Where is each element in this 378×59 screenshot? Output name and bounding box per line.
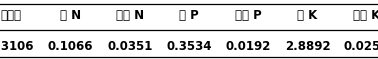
Text: 0.1066: 0.1066 — [48, 40, 93, 53]
Text: 有效 P: 有效 P — [235, 9, 262, 22]
Text: 全 N: 全 N — [60, 9, 81, 22]
Text: 速效 K: 速效 K — [353, 9, 378, 22]
Text: 0.0250: 0.0250 — [344, 40, 378, 53]
Text: 水解 N: 水解 N — [116, 9, 144, 22]
Text: 0.0351: 0.0351 — [107, 40, 152, 53]
Text: 2.8892: 2.8892 — [285, 40, 330, 53]
Text: 0.3534: 0.3534 — [166, 40, 212, 53]
Text: 全 K: 全 K — [297, 9, 318, 22]
Text: 8.3106: 8.3106 — [0, 40, 34, 53]
Text: 0.0192: 0.0192 — [226, 40, 271, 53]
Text: 有机质: 有机质 — [1, 9, 22, 22]
Text: 全 P: 全 P — [179, 9, 199, 22]
